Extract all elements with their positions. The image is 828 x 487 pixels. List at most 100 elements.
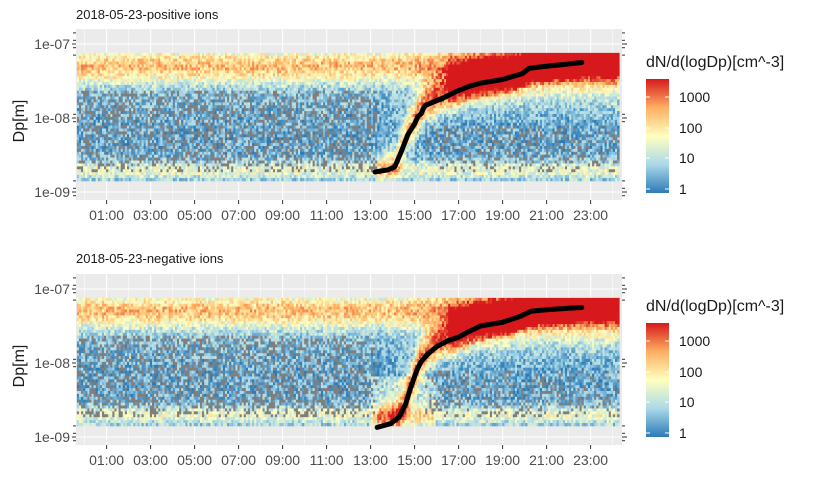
heatmap-cell bbox=[129, 108, 132, 112]
heatmap-cell bbox=[135, 87, 138, 92]
heatmap-cell bbox=[124, 140, 128, 144]
heatmap-cell bbox=[120, 145, 124, 150]
heatmap-cell bbox=[139, 131, 142, 135]
heatmap-cell bbox=[141, 87, 145, 92]
heatmap-cell bbox=[141, 140, 145, 144]
heatmap-cell bbox=[108, 81, 111, 86]
heatmap-cell bbox=[85, 84, 88, 89]
heatmap-cell bbox=[143, 119, 147, 124]
heatmap-cell bbox=[101, 76, 105, 80]
heatmap-cell bbox=[112, 157, 115, 161]
heatmap-cell bbox=[81, 175, 84, 179]
heatmap-cell bbox=[87, 125, 90, 129]
heatmap-cell bbox=[106, 99, 109, 103]
heatmap-cell bbox=[149, 148, 153, 153]
heatmap-cell bbox=[89, 119, 92, 124]
heatmap-cell bbox=[145, 99, 149, 103]
heatmap-cell bbox=[81, 140, 84, 144]
heatmap-cell bbox=[116, 81, 120, 86]
heatmap-cell bbox=[101, 166, 105, 170]
heatmap-cell bbox=[110, 52, 113, 57]
heatmap-cell bbox=[131, 73, 134, 77]
heatmap-cell bbox=[135, 163, 138, 167]
heatmap-cell bbox=[131, 111, 134, 115]
heatmap-cell bbox=[114, 169, 117, 173]
heatmap-cell bbox=[99, 128, 103, 132]
heatmap-cell bbox=[133, 58, 136, 63]
heatmap-cell bbox=[95, 172, 99, 176]
heatmap-cell bbox=[133, 163, 136, 167]
heatmap-cell bbox=[135, 151, 138, 156]
heatmap-cell bbox=[104, 143, 107, 147]
heatmap-cell bbox=[112, 113, 115, 118]
heatmap-cell bbox=[108, 108, 111, 112]
heatmap-cell bbox=[76, 99, 80, 103]
heatmap-cell bbox=[104, 84, 107, 89]
heatmap-cell bbox=[133, 140, 136, 144]
heatmap-cell bbox=[99, 55, 103, 60]
heatmap-cell bbox=[118, 140, 122, 144]
heatmap-cell bbox=[83, 111, 86, 115]
heatmap-cell bbox=[145, 76, 149, 80]
heatmap-cell bbox=[85, 108, 88, 112]
heatmap-cell bbox=[135, 134, 138, 138]
heatmap-cell bbox=[143, 96, 147, 100]
heatmap-cell bbox=[97, 122, 101, 127]
heatmap-cell bbox=[99, 67, 103, 71]
heatmap-cell bbox=[135, 84, 138, 89]
heatmap-cell bbox=[95, 111, 99, 115]
heatmap-cell bbox=[143, 148, 147, 153]
heatmap-cell bbox=[81, 111, 84, 115]
heatmap-cell bbox=[108, 166, 111, 170]
heatmap-cell bbox=[91, 76, 94, 80]
heatmap-cell bbox=[129, 177, 132, 182]
heatmap-cell bbox=[93, 52, 97, 57]
heatmap-cell bbox=[87, 55, 90, 60]
heatmap-cell bbox=[120, 137, 124, 141]
heatmap-cell bbox=[78, 73, 82, 77]
heatmap-cell bbox=[112, 140, 115, 144]
heatmap-cell bbox=[135, 169, 138, 173]
heatmap-cell bbox=[131, 166, 134, 170]
heatmap-cell bbox=[78, 87, 82, 92]
heatmap-cell bbox=[108, 151, 111, 156]
heatmap-cell bbox=[81, 131, 84, 135]
heatmap-cell bbox=[135, 160, 138, 164]
heatmap-cell bbox=[89, 52, 92, 57]
heatmap-cell bbox=[83, 177, 86, 182]
heatmap-cell bbox=[83, 151, 86, 156]
heatmap-cell bbox=[120, 151, 124, 156]
heatmap-cell bbox=[93, 154, 97, 159]
heatmap-cell bbox=[83, 102, 86, 106]
heatmap-cell bbox=[129, 160, 132, 164]
heatmap-cell bbox=[78, 143, 82, 147]
heatmap-cell bbox=[85, 64, 88, 68]
heatmap-cell bbox=[85, 125, 88, 129]
heatmap-cell bbox=[129, 131, 132, 135]
heatmap-cell bbox=[95, 73, 99, 77]
heatmap-cell bbox=[81, 137, 84, 141]
heatmap-cell bbox=[118, 177, 122, 182]
heatmap-cell bbox=[124, 52, 128, 57]
heatmap-cell bbox=[122, 67, 126, 71]
heatmap-cell bbox=[106, 125, 109, 129]
heatmap-cell bbox=[126, 145, 130, 150]
heatmap-cell bbox=[106, 143, 109, 147]
heatmap-cell bbox=[81, 157, 84, 161]
heatmap-cell bbox=[83, 67, 86, 71]
heatmap-cell bbox=[147, 76, 151, 80]
heatmap-cell bbox=[83, 76, 86, 80]
heatmap-cell bbox=[110, 64, 113, 68]
heatmap-cell bbox=[78, 113, 82, 118]
heatmap-cell bbox=[147, 79, 151, 83]
heatmap-cell bbox=[112, 148, 115, 153]
heatmap-cell bbox=[91, 96, 94, 100]
heatmap-cell bbox=[108, 111, 111, 115]
heatmap-cell bbox=[112, 79, 115, 83]
heatmap-cell bbox=[124, 163, 128, 167]
heatmap-cell bbox=[116, 70, 120, 74]
heatmap-cell bbox=[133, 151, 136, 156]
heatmap-cell bbox=[149, 163, 153, 167]
heatmap-cell bbox=[110, 67, 113, 71]
heatmap-cell bbox=[106, 93, 109, 97]
